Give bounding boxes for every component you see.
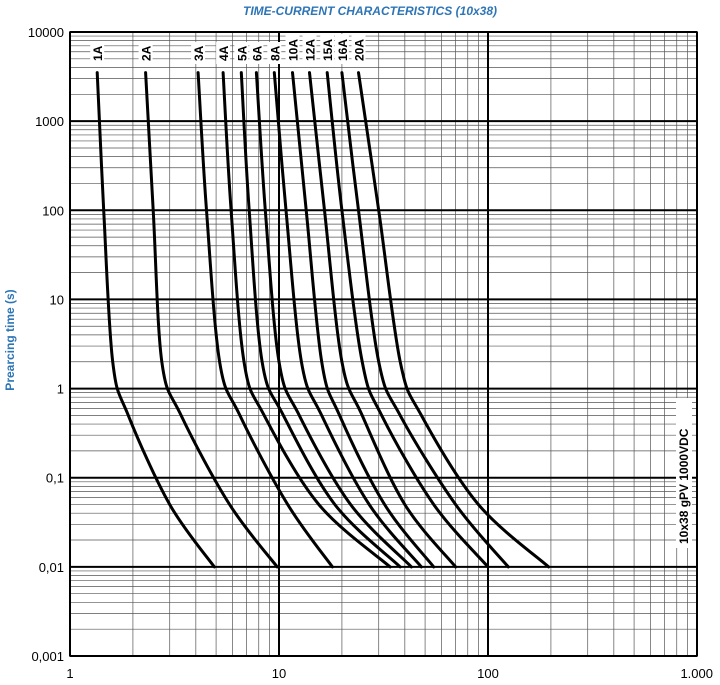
plot-frame (69, 31, 698, 657)
curve-label-4A: 4A (216, 42, 231, 64)
y-axis-label: Prearcing time (s) (3, 289, 17, 390)
curve-15A (325, 71, 490, 569)
y-tick-label: 0,001 (31, 649, 64, 664)
curve-1A (95, 71, 216, 569)
curve-16A (340, 71, 510, 569)
y-tick-labels: 0,001 0,01 0,1 1 10 100 1000 10000 (28, 25, 64, 664)
curve-label-bg (191, 42, 206, 64)
y-tick-label: 1000 (35, 114, 64, 129)
curve-label-15A: 15A (320, 34, 335, 64)
fuse-curves (95, 71, 551, 569)
curve-8A (272, 71, 423, 569)
curve-label-bg (302, 34, 317, 64)
curve-label-bg (267, 42, 282, 64)
curve-10A (291, 71, 436, 569)
curve-3A (196, 71, 334, 569)
curve-label-8A: 8A (267, 42, 282, 64)
curve-label-3A: 3A (191, 42, 206, 64)
curve-label-bg (234, 42, 249, 64)
x-tick-labels: 1 10 100 1.000 (66, 666, 713, 681)
curve-label-text: 4A (217, 45, 231, 61)
minor-gridlines (70, 32, 697, 656)
curve-2A (144, 71, 279, 569)
curve-4A (221, 71, 392, 569)
curve-label-bg (285, 34, 300, 64)
curve-label-bg (351, 34, 366, 64)
curve-label-text: 16A (336, 39, 350, 61)
x-tick-label: 100 (477, 666, 499, 681)
x-tick-label: 10 (272, 666, 286, 681)
x-tick-label: 1 (66, 666, 73, 681)
curve-label-1A: 1A (90, 42, 105, 64)
y-tick-label: 10 (50, 292, 64, 307)
curve-label-text: 12A (304, 39, 318, 61)
curve-label-text: 10A (287, 39, 301, 61)
curve-label-12A: 12A (302, 34, 318, 64)
major-gridlines (69, 31, 698, 657)
y-tick-label: 0,1 (46, 471, 64, 486)
x-tick-label: 1.000 (680, 666, 713, 681)
curve-12A (308, 71, 458, 569)
curve-label-bg (90, 42, 105, 64)
curve-label-bg (216, 42, 231, 64)
curve-5A (239, 71, 402, 569)
curve-label-text: 1A (91, 45, 105, 61)
curve-label-text: 8A (268, 45, 282, 61)
curve-label-bg (320, 34, 335, 64)
fuse-type-annotation: 10x38 gPV 1000VDC (677, 428, 691, 544)
curve-label-bg (138, 42, 153, 64)
curve-label-text: 3A (192, 45, 206, 61)
curve-label-text: 6A (250, 45, 264, 61)
curve-label-16A: 16A (334, 34, 350, 64)
y-tick-label: 10000 (28, 25, 64, 40)
annotation-background (676, 398, 692, 548)
y-tick-label: 100 (42, 203, 64, 218)
curve-label-text: 20A (353, 39, 367, 61)
curve-label-bg (249, 42, 264, 64)
curve-label-20A: 20A (351, 34, 367, 64)
curve-20A (357, 71, 551, 569)
curve-labels: 1A 2A 3A 4A 5A 6A 8A 10A 12A 15A 16A 20A (90, 34, 367, 64)
curve-label-text: 2A (140, 45, 154, 61)
curve-label-2A: 2A (138, 42, 154, 64)
curve-label-bg (334, 34, 349, 64)
y-tick-label: 1 (57, 382, 64, 397)
y-tick-label: 0,01 (39, 560, 64, 575)
chart-title: TIME-CURRENT CHARACTERISTICS (10x38) (243, 4, 497, 18)
curve-label-text: 5A (235, 45, 249, 61)
curve-label-6A: 6A (249, 42, 264, 64)
curve-label-5A: 5A (234, 42, 249, 64)
curve-label-text: 15A (321, 39, 335, 61)
curve-6A (254, 71, 413, 569)
curve-label-10A: 10A (285, 34, 301, 64)
